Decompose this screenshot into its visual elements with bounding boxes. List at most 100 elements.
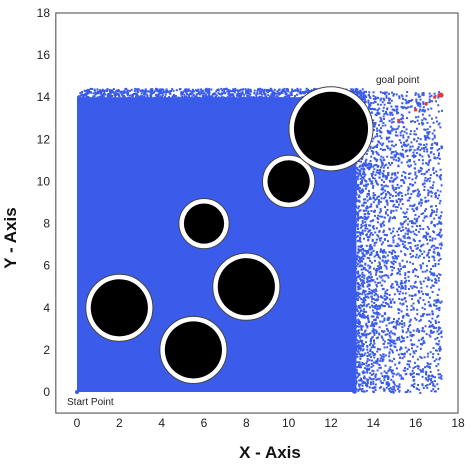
sample-point xyxy=(399,290,402,293)
sample-point xyxy=(375,311,378,314)
sample-point xyxy=(236,102,239,105)
sample-point xyxy=(95,99,98,102)
sample-point xyxy=(418,193,421,196)
sample-point xyxy=(376,299,379,302)
sample-point xyxy=(313,87,316,90)
sample-point xyxy=(353,171,356,174)
sample-point xyxy=(432,230,435,233)
sample-point xyxy=(386,201,389,204)
sample-point xyxy=(157,95,160,98)
sample-point xyxy=(385,94,388,97)
sample-point xyxy=(417,383,420,386)
sample-point xyxy=(119,103,122,106)
sample-point xyxy=(415,349,418,352)
sample-point xyxy=(401,336,404,339)
sample-point xyxy=(363,363,366,366)
sample-point xyxy=(253,97,256,100)
sample-point xyxy=(264,102,267,105)
sample-point xyxy=(356,223,359,226)
sample-point xyxy=(417,300,420,303)
sample-point xyxy=(429,159,432,162)
sample-point xyxy=(375,283,378,286)
sample-point xyxy=(432,181,435,184)
sample-point xyxy=(380,270,383,273)
sample-point xyxy=(403,355,406,358)
sample-point xyxy=(403,265,406,268)
sample-point xyxy=(352,243,355,246)
sample-point xyxy=(352,186,355,189)
sample-point xyxy=(419,296,422,299)
sample-point xyxy=(354,325,357,328)
sample-point xyxy=(367,230,370,233)
sample-point xyxy=(372,380,375,383)
sample-point xyxy=(393,145,396,148)
sample-point xyxy=(390,301,393,304)
sample-point xyxy=(402,170,405,173)
sample-point xyxy=(409,164,412,167)
sample-point xyxy=(426,148,429,151)
sample-point xyxy=(367,318,370,321)
sample-point xyxy=(422,256,425,259)
sample-point xyxy=(413,217,416,220)
sample-point xyxy=(258,96,261,99)
sample-point xyxy=(302,91,305,94)
sample-point xyxy=(417,169,420,172)
sample-point xyxy=(407,217,410,220)
sample-point xyxy=(420,290,423,293)
sample-point xyxy=(277,102,280,105)
sample-point xyxy=(392,320,395,323)
sample-point xyxy=(281,88,284,91)
sample-point xyxy=(401,194,404,197)
sample-point xyxy=(374,123,377,126)
sample-point xyxy=(369,324,372,327)
sample-point xyxy=(383,249,386,252)
sample-point xyxy=(432,265,435,268)
sample-point xyxy=(256,99,259,102)
sample-point xyxy=(297,99,300,102)
sample-point xyxy=(352,260,355,263)
sample-point xyxy=(368,267,371,270)
sample-point xyxy=(249,100,252,103)
sample-point xyxy=(263,88,266,91)
sample-point xyxy=(354,88,357,91)
sample-point xyxy=(355,279,358,282)
sample-point xyxy=(237,91,240,94)
sample-point xyxy=(353,235,356,238)
sample-point xyxy=(372,146,375,149)
sample-point xyxy=(352,380,355,383)
sample-point xyxy=(406,233,409,236)
sample-point xyxy=(416,313,419,316)
sample-point xyxy=(398,97,401,100)
sample-point xyxy=(114,95,117,98)
sample-point xyxy=(397,198,400,201)
sample-point xyxy=(402,154,405,157)
sample-point xyxy=(162,89,165,92)
sample-point xyxy=(206,91,209,94)
sample-point xyxy=(376,221,379,224)
sample-point xyxy=(358,216,361,219)
sample-point xyxy=(356,225,359,228)
sample-point xyxy=(439,373,442,376)
sample-point xyxy=(363,97,366,100)
sample-point xyxy=(245,91,248,94)
sample-point xyxy=(398,191,401,194)
sample-point xyxy=(200,103,203,106)
sample-point xyxy=(372,165,375,168)
sample-point xyxy=(353,320,356,323)
sample-point xyxy=(77,102,80,105)
sample-point xyxy=(349,89,352,92)
sample-point xyxy=(386,113,389,116)
sample-point xyxy=(373,214,376,217)
sample-point xyxy=(394,172,397,175)
goal-point-label: goal point xyxy=(376,75,420,86)
sample-point xyxy=(390,286,393,289)
sample-point xyxy=(431,325,434,328)
sample-point xyxy=(420,147,423,150)
sample-point xyxy=(142,90,145,93)
sample-point xyxy=(375,238,378,241)
sample-point xyxy=(364,227,367,230)
sample-point xyxy=(360,157,363,160)
sample-point xyxy=(361,92,364,95)
sample-point xyxy=(205,87,208,90)
sample-point xyxy=(358,385,361,388)
